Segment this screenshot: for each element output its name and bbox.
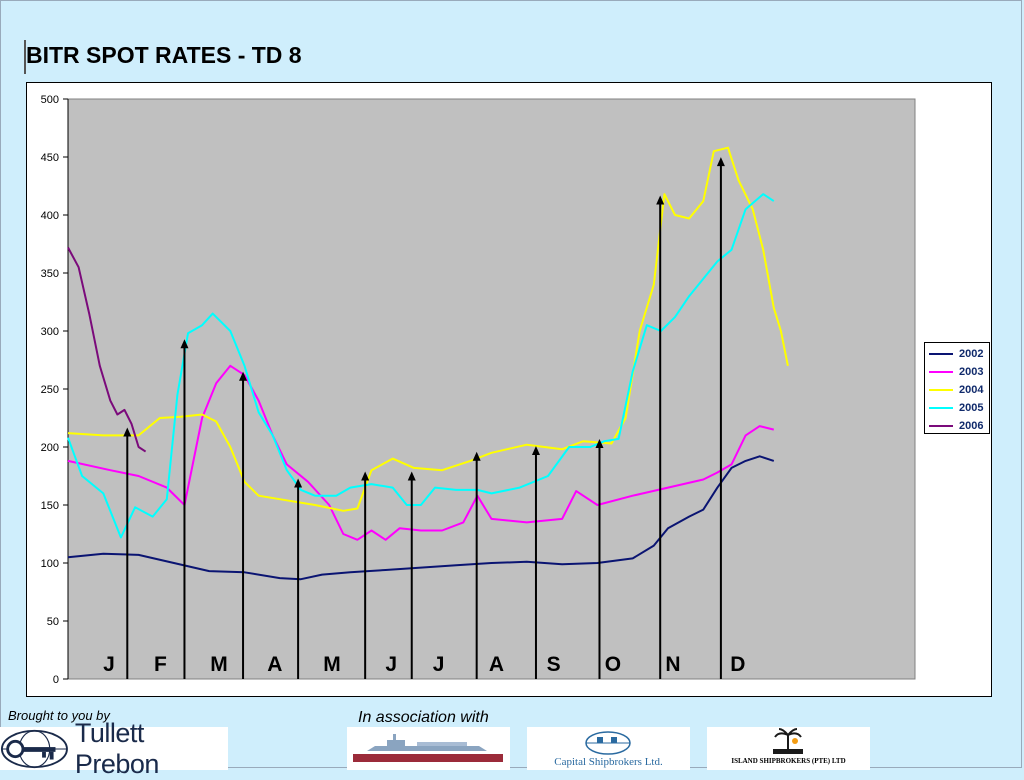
- series-line-2003: [67, 364, 775, 541]
- legend-label-2004: 2004: [959, 384, 984, 396]
- island-shipbrokers-name: ISLAND SHIPBROKERS (PTE) LTD: [731, 757, 846, 765]
- line-chart: 0 50 100 150 200 250 300 350 400 450 500 J F M A M J J A S…: [41, 94, 916, 686]
- ship-icon: [367, 734, 487, 751]
- capital-globe-icon: [585, 731, 631, 755]
- month-label-5: J: [385, 653, 397, 676]
- series-line-2005: [67, 193, 775, 539]
- chart-legend: 2002 2003 2004 2005 2006: [924, 342, 990, 434]
- arrow-6: [472, 451, 481, 679]
- month-label-4: M: [323, 653, 341, 676]
- tullett-prebon-name: Tullett Prebon: [74, 717, 160, 779]
- legend-item-2005: 2005: [929, 399, 985, 417]
- month-label-6: J: [433, 653, 445, 676]
- legend-swatch-2004: [929, 389, 953, 391]
- arrow-10: [716, 157, 725, 679]
- month-label-0: J: [103, 653, 115, 676]
- arrow-0: [123, 427, 132, 679]
- y-tick-label-3: 150: [41, 500, 59, 512]
- legend-label-2003: 2003: [959, 366, 984, 378]
- shipping-company-banner: [353, 754, 503, 762]
- island-shipbrokers-logo: ISLAND SHIPBROKERS (PTE) LTD: [707, 727, 870, 770]
- association-text: In association with: [358, 709, 489, 726]
- arrow-8: [595, 439, 604, 679]
- legend-label-2006: 2006: [959, 420, 984, 432]
- y-tick-label-4: 200: [41, 442, 59, 454]
- shipping-company-logo: [347, 727, 510, 770]
- month-label-2: M: [210, 653, 228, 676]
- page-title: BITR SPOT RATES - TD 8: [26, 42, 302, 68]
- arrow-3: [294, 478, 303, 679]
- y-axis: 0 50 100 150 200 250 300 350 400 450 500: [41, 94, 69, 686]
- month-label-9: O: [605, 653, 621, 676]
- y-tick-label-9: 450: [41, 152, 59, 164]
- y-tick-label-10: 500: [41, 94, 59, 106]
- arrow-5: [407, 471, 416, 679]
- plot-area: [67, 98, 916, 680]
- month-label-7: A: [489, 653, 504, 676]
- text-cursor: [24, 40, 26, 74]
- month-label-10: N: [665, 653, 680, 676]
- legend-item-2002: 2002: [929, 345, 985, 363]
- brought-by-text: Brought to you by: [8, 708, 110, 723]
- legend-swatch-2002: [929, 353, 953, 355]
- legend-swatch-2005: [929, 407, 953, 409]
- month-label-11: D: [730, 653, 745, 676]
- arrow-9: [656, 195, 665, 679]
- legend-swatch-2003: [929, 371, 953, 373]
- y-tick-label-0: 0: [53, 674, 59, 686]
- arrow-layer: [123, 157, 725, 679]
- series-line-2006: [67, 247, 147, 453]
- y-tick-label-2: 100: [41, 558, 59, 570]
- capital-shipbrokers-name: Capital Shipbrokers Ltd.: [554, 756, 663, 768]
- arrow-2: [239, 371, 248, 679]
- capital-shipbrokers-logo: Capital Shipbrokers Ltd.: [527, 727, 690, 770]
- palm-island-icon: [773, 728, 803, 754]
- tullett-prebon-logo: Tullett Prebon: [0, 718, 228, 779]
- globe-key-icon: [0, 729, 68, 768]
- legend-label-2002: 2002: [959, 348, 984, 360]
- legend-item-2006: 2006: [929, 417, 985, 435]
- legend-item-2003: 2003: [929, 363, 985, 381]
- y-tick-label-7: 350: [41, 268, 59, 280]
- series-line-2002: [67, 455, 775, 581]
- y-tick-label-8: 400: [41, 210, 59, 222]
- month-label-3: A: [267, 653, 282, 676]
- legend-swatch-2006: [929, 425, 953, 427]
- series-line-2004: [67, 146, 789, 512]
- legend-label-2005: 2005: [959, 402, 984, 414]
- y-tick-label-5: 250: [41, 384, 59, 396]
- month-label-8: S: [547, 653, 561, 676]
- y-tick-label-6: 300: [41, 326, 59, 338]
- month-label-1: F: [154, 653, 167, 676]
- series-layer: [67, 146, 789, 581]
- y-tick-label-1: 50: [47, 616, 59, 628]
- legend-item-2004: 2004: [929, 381, 985, 399]
- arrow-1: [180, 339, 189, 679]
- arrow-7: [531, 446, 540, 679]
- arrow-4: [361, 471, 370, 679]
